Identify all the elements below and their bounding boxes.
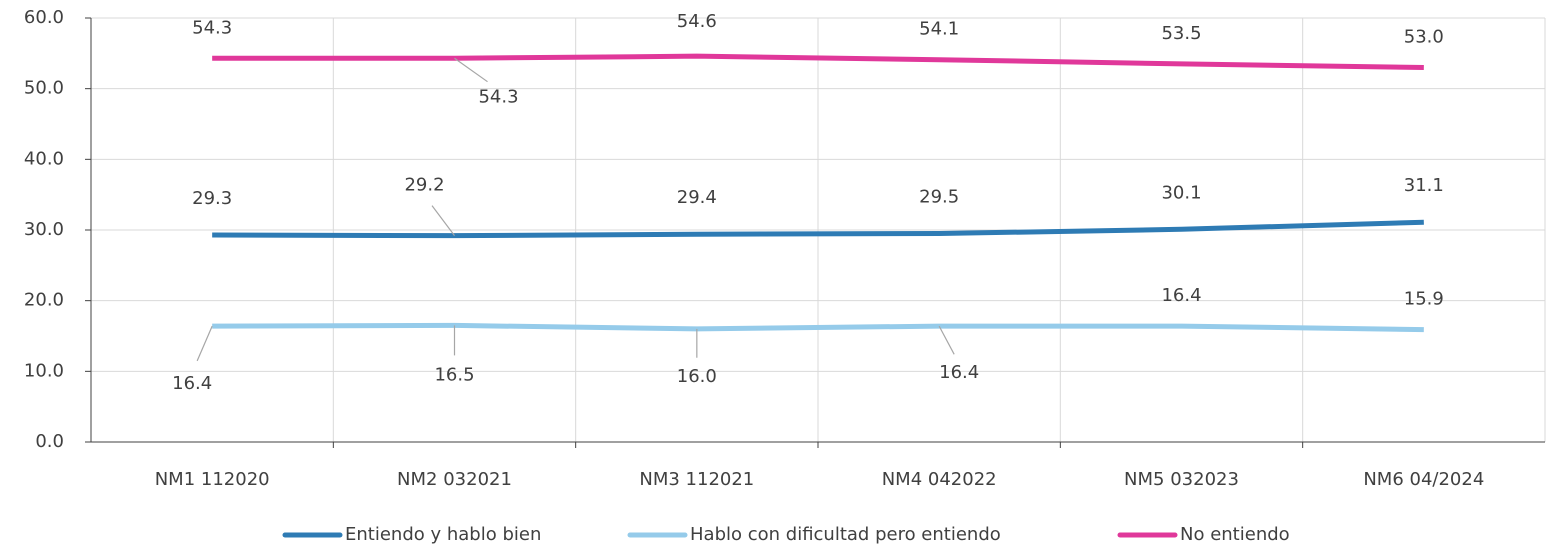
y-tick-label: 10.0 bbox=[24, 360, 64, 381]
data-label: 16.5 bbox=[434, 364, 474, 385]
data-label: 53.0 bbox=[1404, 26, 1444, 47]
data-label: 54.3 bbox=[478, 86, 518, 107]
leader-line bbox=[196, 325, 213, 362]
leader-line bbox=[938, 325, 955, 355]
y-tick-label: 0.0 bbox=[35, 431, 64, 452]
y-tick-label: 30.0 bbox=[24, 219, 64, 240]
data-label: 29.5 bbox=[919, 187, 959, 208]
series-line bbox=[212, 53, 1424, 70]
leader-line bbox=[431, 205, 455, 237]
data-label: 54.6 bbox=[677, 11, 717, 32]
x-tick-label: NM5 032023 bbox=[1124, 469, 1239, 490]
data-label: 16.0 bbox=[677, 366, 717, 387]
legend-label: Entiendo y hablo bien bbox=[345, 524, 541, 545]
y-tick-label: 60.0 bbox=[24, 7, 64, 28]
x-tick-label: NM3 112021 bbox=[639, 469, 754, 490]
legend-label: Hablo con dificultad pero entiendo bbox=[690, 524, 1001, 545]
data-label: 16.4 bbox=[172, 373, 212, 394]
x-tick-label: NM2 032021 bbox=[397, 469, 512, 490]
series-line bbox=[212, 322, 1424, 333]
data-label: 29.2 bbox=[404, 175, 444, 196]
x-tick-label: NM4 042022 bbox=[882, 469, 997, 490]
x-tick-label: NM6 04/2024 bbox=[1363, 469, 1484, 490]
data-label: 54.3 bbox=[192, 17, 232, 38]
y-tick-label: 50.0 bbox=[24, 78, 64, 99]
data-label: 30.1 bbox=[1161, 182, 1201, 203]
data-label: 16.4 bbox=[1161, 285, 1201, 306]
data-label: 31.1 bbox=[1404, 175, 1444, 196]
legend-label: No entiendo bbox=[1180, 524, 1290, 545]
data-label: 15.9 bbox=[1404, 289, 1444, 310]
leader-line bbox=[454, 57, 488, 83]
y-tick-label: 40.0 bbox=[24, 148, 64, 169]
data-label: 16.4 bbox=[939, 362, 979, 383]
y-tick-label: 20.0 bbox=[24, 290, 64, 311]
x-tick-label: NM1 112020 bbox=[155, 469, 270, 490]
data-label: 53.5 bbox=[1161, 23, 1201, 44]
data-label: 29.4 bbox=[677, 187, 717, 208]
series-line bbox=[212, 219, 1424, 239]
data-label: 54.1 bbox=[919, 19, 959, 40]
data-label: 29.3 bbox=[192, 188, 232, 209]
